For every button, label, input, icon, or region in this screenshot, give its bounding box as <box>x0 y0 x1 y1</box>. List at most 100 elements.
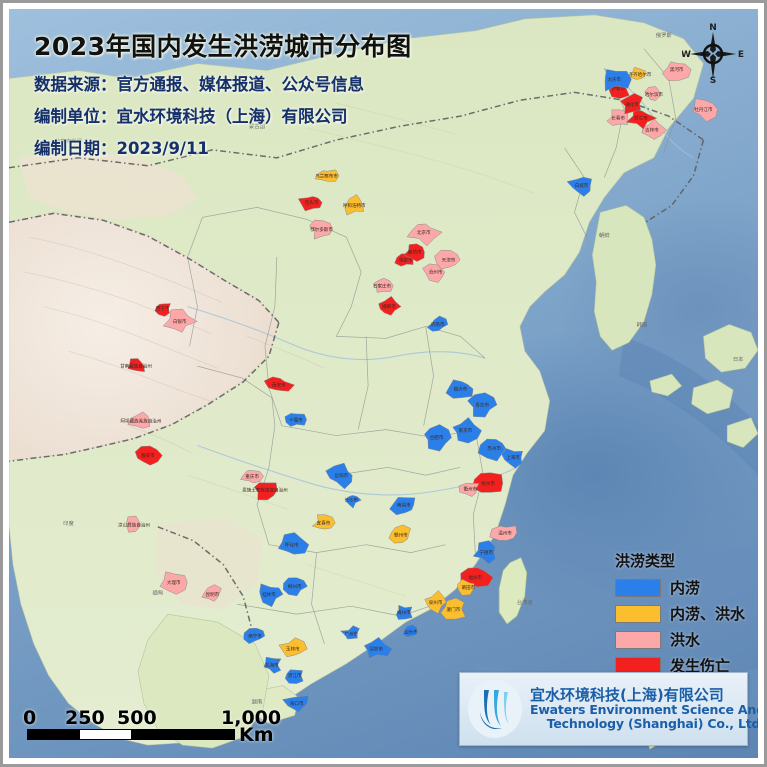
flood-region-shape[interactable] <box>403 243 425 262</box>
map-canvas[interactable]: 齐齐哈尔市 黑河市 哈尔滨市 伊春市 大庆市 牡丹江市 长春市 吉林市 舒兰市 通化市 白城市 乌兰察… <box>9 9 758 758</box>
flood-region[interactable]: 怀化市 <box>277 532 310 555</box>
flood-region-shape[interactable] <box>644 86 661 101</box>
flood-region[interactable]: 包头市 <box>297 196 323 212</box>
flood-region-shape[interactable] <box>278 637 308 658</box>
flood-region-shape[interactable] <box>458 483 480 497</box>
flood-region[interactable]: 苏州市 <box>477 438 507 462</box>
flood-region-shape[interactable] <box>606 109 629 126</box>
flood-region[interactable]: 齐齐哈尔市 <box>629 66 652 80</box>
flood-region-shape[interactable] <box>620 93 643 115</box>
flood-region-shape[interactable] <box>424 424 452 452</box>
flood-region-shape[interactable] <box>126 515 141 533</box>
flood-region[interactable]: 甘南藏族自治州 <box>120 358 152 372</box>
flood-region-shape[interactable] <box>154 303 172 317</box>
flood-region-shape[interactable] <box>434 249 461 270</box>
flood-region-shape[interactable] <box>440 597 466 620</box>
flood-region-shape[interactable] <box>661 61 692 81</box>
flood-region[interactable]: 西安市 <box>263 376 295 392</box>
flood-region-shape[interactable] <box>452 417 482 444</box>
flood-region[interactable]: 十堰市 <box>284 413 307 427</box>
flood-region-shape[interactable] <box>566 176 592 197</box>
flood-region[interactable]: 玉林市 <box>278 637 308 658</box>
flood-region[interactable]: 南宁市 <box>243 627 266 645</box>
flood-region[interactable]: 莆田市 <box>457 579 476 596</box>
flood-region-shape[interactable] <box>457 579 475 596</box>
flood-region-shape[interactable] <box>159 571 188 595</box>
flood-region[interactable]: 泉州市 <box>424 590 447 615</box>
flood-region[interactable]: 恩施土家族苗族自治州 <box>242 482 288 501</box>
flood-region[interactable]: 呼和浩特市 <box>343 194 366 216</box>
flood-region[interactable]: 南京市 <box>452 417 482 444</box>
flood-region[interactable]: 宁德市 <box>472 540 496 565</box>
flood-region[interactable]: 通化市 <box>620 93 643 115</box>
flood-region[interactable]: 廊坊市 <box>403 243 425 262</box>
flood-region[interactable]: 济南市 <box>426 315 449 332</box>
flood-region[interactable]: 深圳市 <box>363 636 393 659</box>
flood-region[interactable]: 大庆市 <box>604 69 632 92</box>
flood-region-shape[interactable] <box>460 567 494 588</box>
flood-region[interactable]: 海口市 <box>282 695 309 713</box>
flood-region[interactable]: 牡丹江市 <box>693 98 718 123</box>
flood-region[interactable]: 青岛市 <box>467 392 498 418</box>
flood-region-shape[interactable] <box>373 277 394 293</box>
flood-region[interactable]: 广州市 <box>339 625 360 640</box>
flood-region-shape[interactable] <box>282 577 308 597</box>
flood-region-shape[interactable] <box>501 448 523 469</box>
flood-region[interactable]: 白城市 <box>566 176 592 197</box>
flood-region-shape[interactable] <box>406 223 443 247</box>
flood-region[interactable]: 厦门市 <box>440 597 466 620</box>
flood-region-shape[interactable] <box>325 462 353 490</box>
flood-region-shape[interactable] <box>389 497 416 516</box>
flood-region-shape[interactable] <box>297 196 323 212</box>
flood-region[interactable]: 吉林市 <box>641 118 668 140</box>
flood-region[interactable]: 凉山彝族自治州 <box>118 515 150 533</box>
flood-region-shape[interactable] <box>426 315 449 332</box>
flood-region[interactable]: 重庆市 <box>240 470 264 484</box>
flood-region[interactable]: 白银市 <box>162 308 198 333</box>
flood-region-shape[interactable] <box>395 604 413 620</box>
flood-region-shape[interactable] <box>284 413 307 427</box>
flood-region-shape[interactable] <box>422 263 446 283</box>
flood-region[interactable]: 汕头市 <box>402 624 418 638</box>
flood-region-shape[interactable] <box>201 584 222 602</box>
flood-region-shape[interactable] <box>363 636 393 659</box>
flood-region-shape[interactable] <box>240 470 264 484</box>
flood-region-shape[interactable] <box>162 308 198 333</box>
flood-region-shape[interactable] <box>445 379 474 399</box>
flood-region-shape[interactable] <box>477 438 507 462</box>
flood-region[interactable]: 阿坝藏族羌族自治州 <box>120 411 162 429</box>
flood-region[interactable]: 宜春市 <box>311 514 336 530</box>
flood-region-shape[interactable] <box>472 540 496 565</box>
flood-region[interactable]: 黑河市 <box>661 61 692 81</box>
flood-region-shape[interactable] <box>402 624 418 638</box>
flood-region-shape[interactable] <box>388 524 411 544</box>
flood-region-shape[interactable] <box>253 482 278 501</box>
flood-region-shape[interactable] <box>127 358 145 372</box>
flood-region-shape[interactable] <box>259 583 284 608</box>
flood-region[interactable]: 温州市 <box>489 525 518 541</box>
flood-region-shape[interactable] <box>263 656 282 674</box>
flood-region[interactable]: 大理市 <box>159 571 188 595</box>
flood-region-shape[interactable] <box>284 669 304 684</box>
flood-region-shape[interactable] <box>625 108 658 130</box>
flood-region-shape[interactable] <box>263 376 295 392</box>
flood-region[interactable]: 雅安市 <box>134 445 163 466</box>
flood-region-shape[interactable] <box>378 295 402 316</box>
flood-region-shape[interactable] <box>344 194 365 216</box>
flood-region-shape[interactable] <box>127 411 151 429</box>
flood-region[interactable]: 邯郸市 <box>378 295 402 316</box>
flood-region[interactable]: 合肥市 <box>424 424 452 452</box>
flood-region-shape[interactable] <box>345 495 362 509</box>
flood-region[interactable]: 赣州市 <box>388 524 411 544</box>
flood-region-shape[interactable] <box>314 169 340 182</box>
flood-region-shape[interactable] <box>629 66 646 80</box>
flood-region-shape[interactable] <box>604 69 632 92</box>
flood-region[interactable]: 湛江市 <box>284 669 304 684</box>
flood-region[interactable]: 西宁市 <box>154 303 172 317</box>
flood-region[interactable]: 临沂市 <box>445 379 474 399</box>
flood-region[interactable]: 岳阳市 <box>325 462 353 490</box>
flood-region[interactable]: 长春市 <box>606 109 629 126</box>
flood-region-shape[interactable] <box>641 118 668 140</box>
flood-region[interactable]: 石家庄市 <box>373 277 394 293</box>
flood-region-shape[interactable] <box>489 525 518 541</box>
